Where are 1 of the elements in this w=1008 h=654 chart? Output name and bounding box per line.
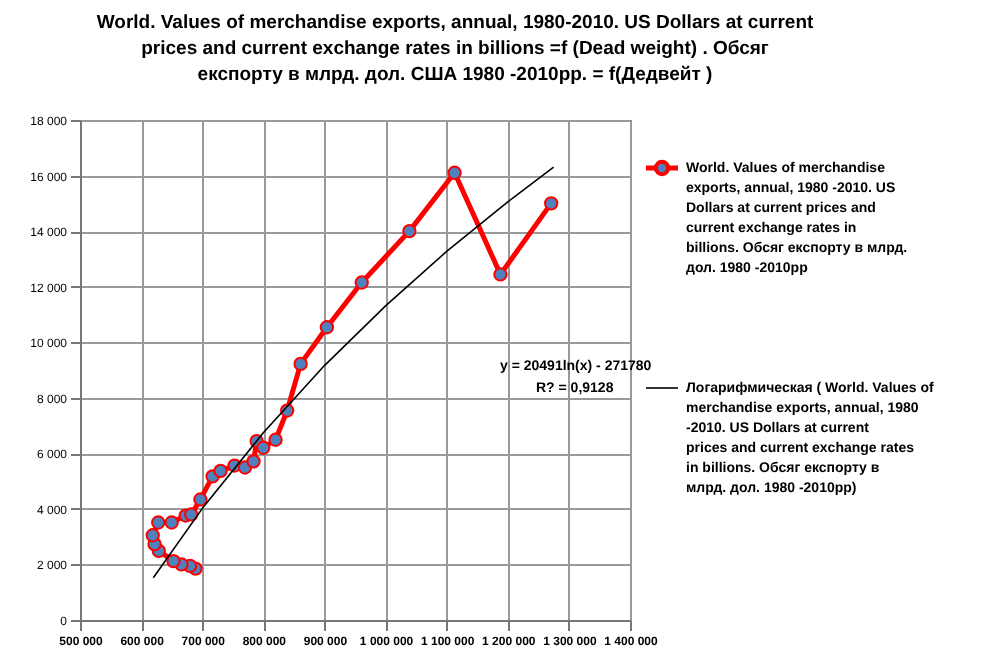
chart-title: World. Values of merchandise exports, annual, 1980-2010. US Dollars at current prices and current exchange rates in billions =f (Dead weight) . Обсяг експорту в млрд. дол. США 1980 -2010рр. = f(Дедвейт ): [96, 12, 815, 86]
